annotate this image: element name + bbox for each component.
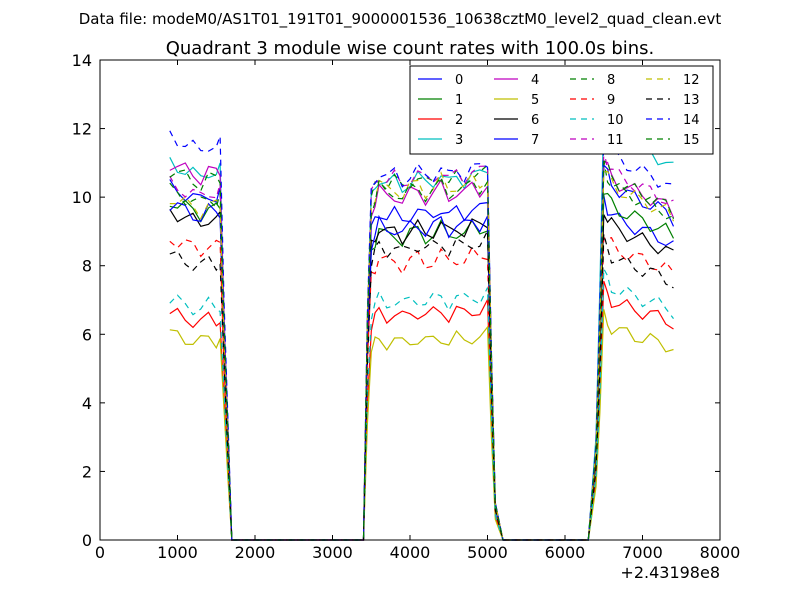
y-tick-label: 2 (82, 462, 92, 481)
legend-label: 12 (683, 73, 700, 88)
figure-suptitle: Data file: modeM0/AS1T01_191T01_90000015… (79, 10, 722, 29)
series-line-13 (169, 230, 674, 541)
legend-label: 4 (531, 73, 539, 88)
legend-label: 6 (531, 113, 539, 128)
legend-label: 14 (683, 113, 700, 128)
x-tick-label: 6000 (545, 543, 586, 562)
series-line-15 (169, 160, 675, 541)
legend-label: 15 (683, 133, 700, 148)
y-tick-label: 12 (72, 120, 92, 139)
legend-label: 0 (455, 73, 463, 88)
legend-label: 13 (683, 93, 700, 108)
series-line-10 (169, 266, 674, 541)
x-tick-label: 7000 (622, 543, 663, 562)
x-tick-label: 3000 (312, 543, 353, 562)
y-tick-label: 0 (82, 531, 92, 550)
legend-label: 2 (455, 113, 463, 128)
series-line-14 (169, 130, 674, 541)
legend-label: 3 (455, 133, 463, 148)
legend-label: 7 (531, 133, 539, 148)
y-tick-label: 6 (82, 325, 92, 344)
y-tick-label: 10 (72, 188, 92, 207)
legend-label: 1 (455, 93, 463, 108)
x-tick-label: 8000 (700, 543, 741, 562)
x-tick-label: 1000 (157, 543, 198, 562)
x-axis-offset-label: +2.43198e8 (620, 563, 720, 582)
series-layer (169, 109, 675, 541)
legend-label: 11 (607, 133, 624, 148)
x-axis: 0 1000 2000 3000 4000 5000 6000 7000 8000 (95, 60, 740, 562)
x-tick-label: 0 (95, 543, 105, 562)
legend-label: 5 (531, 93, 539, 108)
legend-label: 9 (607, 93, 615, 108)
y-tick-label: 4 (82, 394, 92, 413)
x-tick-label: 4000 (390, 543, 431, 562)
series-line-9 (169, 236, 674, 541)
x-tick-label: 2000 (235, 543, 276, 562)
chart-title: Quadrant 3 module wise count rates with … (166, 38, 655, 59)
series-line-12 (169, 170, 675, 541)
legend-label: 8 (607, 73, 615, 88)
x-tick-label: 5000 (467, 543, 508, 562)
y-tick-label: 14 (72, 51, 92, 70)
legend-label: 10 (607, 113, 624, 128)
y-tick-label: 8 (82, 257, 92, 276)
series-line-3 (169, 109, 674, 541)
